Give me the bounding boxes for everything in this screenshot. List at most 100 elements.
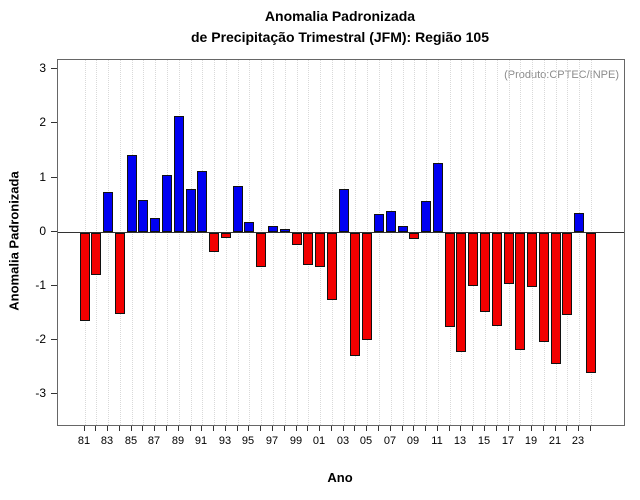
gridline-2003 xyxy=(343,60,345,425)
bar-1997 xyxy=(268,226,278,232)
gridline-1991 xyxy=(202,60,204,425)
y-tick-3 xyxy=(51,68,57,69)
bar-1996 xyxy=(256,233,266,267)
bar-1990 xyxy=(186,189,196,232)
x-tick-2004 xyxy=(354,426,355,431)
x-tick-label-2001: 01 xyxy=(312,435,326,447)
y-tick-0 xyxy=(51,231,57,232)
x-tick-label-2021: 21 xyxy=(548,435,562,447)
x-tick-label-1999: 99 xyxy=(289,435,303,447)
x-tick-2021 xyxy=(555,426,556,431)
x-tick-label-2013: 13 xyxy=(453,435,467,447)
y-tick--1 xyxy=(51,285,57,286)
y-tick-label-3: 3 xyxy=(39,61,46,75)
bar-2004 xyxy=(350,233,360,356)
x-tick-1994 xyxy=(237,426,238,431)
x-tick-label-2005: 05 xyxy=(359,435,373,447)
bar-2021 xyxy=(551,233,561,364)
bar-2017 xyxy=(504,233,514,284)
bar-1994 xyxy=(233,186,243,232)
x-tick-2005 xyxy=(366,426,367,431)
gridline-1993 xyxy=(225,60,227,425)
x-tick-1997 xyxy=(272,426,273,431)
y-tick-1 xyxy=(51,177,57,178)
x-tick-1999 xyxy=(296,426,297,431)
bar-1988 xyxy=(162,175,172,232)
x-tick-2003 xyxy=(343,426,344,431)
bar-2014 xyxy=(468,233,478,286)
x-tick-1983 xyxy=(107,426,108,431)
bar-1985 xyxy=(127,155,137,232)
gridline-2006 xyxy=(379,60,380,425)
bar-2016 xyxy=(492,233,502,326)
x-tick-1981 xyxy=(84,426,85,431)
x-tick-2011 xyxy=(437,426,438,431)
zero-axis-line xyxy=(58,232,624,233)
x-tick-label-2007: 07 xyxy=(383,435,397,447)
x-tick-label-1997: 97 xyxy=(265,435,279,447)
plot-area: (Produto:CPTEC/INPE) xyxy=(57,59,625,426)
bar-1981 xyxy=(80,233,90,321)
gridline-1989 xyxy=(178,60,180,425)
gridline-1995 xyxy=(249,60,251,425)
bar-2000 xyxy=(303,233,313,265)
bar-2008 xyxy=(398,226,408,232)
x-tick-2007 xyxy=(390,426,391,431)
x-tick-2019 xyxy=(531,426,532,431)
x-tick-label-2017: 17 xyxy=(501,435,515,447)
bar-1999 xyxy=(292,233,302,245)
bar-2007 xyxy=(386,211,396,232)
bar-2024 xyxy=(586,233,596,373)
y-tick-label--1: -1 xyxy=(35,278,46,292)
bar-2003 xyxy=(339,189,349,232)
x-tick-label-1995: 95 xyxy=(241,435,255,447)
x-tick-label-1991: 91 xyxy=(194,435,208,447)
bar-1989 xyxy=(174,116,184,232)
bar-2023 xyxy=(574,213,584,232)
chart-title-line2: de Precipitação Trimestral (JFM): Região… xyxy=(191,29,489,45)
x-tick-label-1989: 89 xyxy=(171,435,185,447)
x-tick-2018 xyxy=(519,426,520,431)
x-tick-2006 xyxy=(378,426,379,431)
x-tick-1995 xyxy=(248,426,249,431)
x-tick-1984 xyxy=(119,426,120,431)
x-tick-2015 xyxy=(484,426,485,431)
x-tick-2002 xyxy=(331,426,332,431)
x-tick-2012 xyxy=(449,426,450,431)
gridline-1986 xyxy=(143,60,145,425)
x-tick-label-2015: 15 xyxy=(477,435,491,447)
x-tick-label-1985: 85 xyxy=(124,435,138,447)
x-tick-1993 xyxy=(225,426,226,431)
x-tick-2009 xyxy=(413,426,414,431)
gridline-1988 xyxy=(166,60,168,425)
y-tick--2 xyxy=(51,339,57,340)
x-tick-1991 xyxy=(201,426,202,431)
x-tick-1990 xyxy=(190,426,191,431)
x-tick-2023 xyxy=(578,426,579,431)
x-tick-2022 xyxy=(566,426,567,431)
x-tick-2017 xyxy=(508,426,509,431)
x-tick-2020 xyxy=(543,426,544,431)
bar-2020 xyxy=(539,233,549,342)
bar-2022 xyxy=(562,233,572,315)
gridline-2011 xyxy=(437,60,439,425)
gridline-1987 xyxy=(155,60,157,425)
chart-title-line1: Anomalia Padronizada xyxy=(264,8,416,24)
bar-1991 xyxy=(197,171,207,232)
bar-1998 xyxy=(280,229,290,232)
bar-2011 xyxy=(433,163,443,232)
y-tick-label-2: 2 xyxy=(39,115,46,129)
bar-1993 xyxy=(221,233,231,238)
bar-2009 xyxy=(409,233,419,239)
y-tick-label--3: -3 xyxy=(35,386,46,400)
gridline-1990 xyxy=(190,60,192,425)
y-tick-label--2: -2 xyxy=(35,332,46,346)
gridline-2007 xyxy=(390,60,392,425)
y-tick-2 xyxy=(51,122,57,123)
bar-1987 xyxy=(150,218,160,232)
bar-2001 xyxy=(315,233,325,267)
gridline-1983 xyxy=(108,60,110,425)
x-tick-label-1993: 93 xyxy=(218,435,232,447)
x-tick-1988 xyxy=(166,426,167,431)
x-tick-1992 xyxy=(213,426,214,431)
